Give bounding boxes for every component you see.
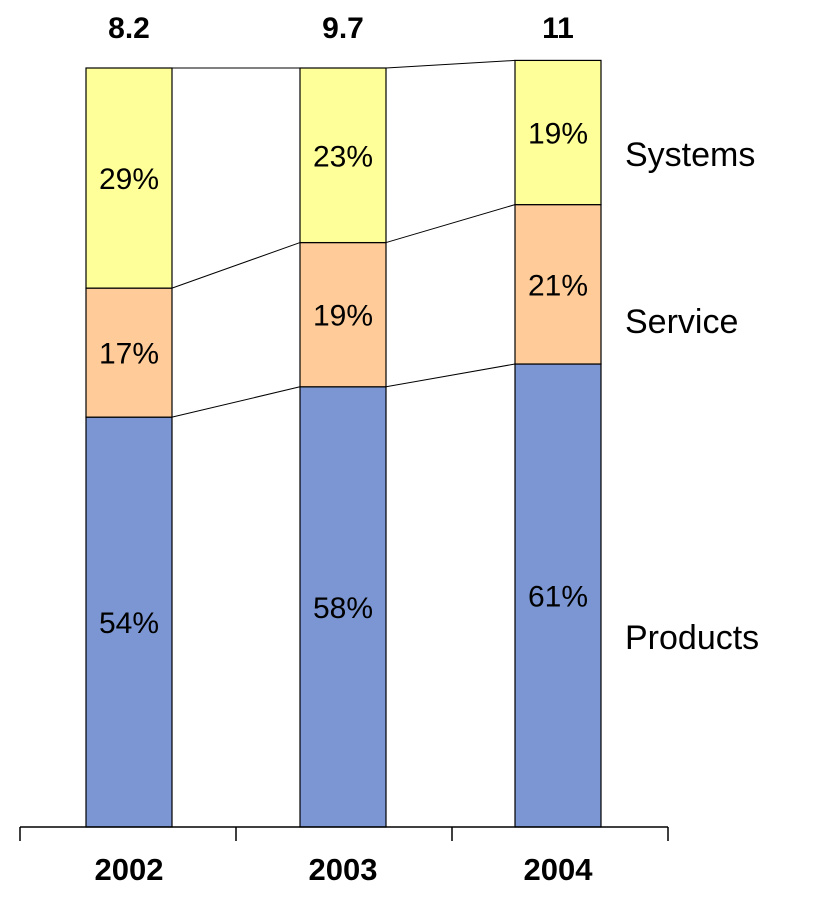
category-labels: 2002 2003 2004 xyxy=(95,852,594,887)
legend-label-service: Service xyxy=(625,303,738,341)
bar-segment-systems-2002 xyxy=(85,67,173,289)
legend: Products Service Systems xyxy=(625,136,759,657)
legend-label-products: Products xyxy=(625,619,759,657)
segment-label-products-2004: 61% xyxy=(528,581,588,614)
segment-labels: 54% 17% 29% 58% 19% 23% 61% 21% 19% xyxy=(99,118,588,641)
bar-segments xyxy=(85,59,602,828)
bar-segment-service-2002 xyxy=(85,287,173,418)
series-line-systems-2003 xyxy=(385,59,516,69)
bar-segment-systems-2004 xyxy=(514,59,602,206)
series-line-products-2002 xyxy=(171,386,301,418)
segment-label-systems-2004: 19% xyxy=(528,118,588,151)
segment-label-systems-2002: 29% xyxy=(99,163,159,196)
category-label-2002: 2002 xyxy=(95,852,164,887)
bar-segment-service-2004 xyxy=(514,204,602,365)
total-label-2004: 11 xyxy=(542,12,574,45)
series-line-products-2003 xyxy=(385,363,516,388)
segment-label-systems-2003: 23% xyxy=(313,140,373,173)
category-label-2004: 2004 xyxy=(524,852,594,887)
series-line-service-2003 xyxy=(385,204,516,244)
category-label-2003: 2003 xyxy=(309,852,378,887)
total-labels: 8.2 9.7 11 xyxy=(108,12,574,45)
segment-label-service-2003: 19% xyxy=(313,300,373,333)
bar-segment-products-2004 xyxy=(514,363,602,828)
bar-segment-systems-2003 xyxy=(299,67,387,244)
segment-label-service-2004: 21% xyxy=(528,269,588,302)
total-label-2002: 8.2 xyxy=(108,12,150,45)
segment-label-service-2002: 17% xyxy=(99,338,159,371)
series-connector-lines xyxy=(171,59,516,418)
total-label-2003: 9.7 xyxy=(322,12,364,45)
x-axis xyxy=(19,826,669,841)
series-line-service-2002 xyxy=(171,242,301,289)
segment-label-products-2003: 58% xyxy=(313,592,373,625)
legend-label-systems: Systems xyxy=(625,136,755,174)
segment-label-products-2002: 54% xyxy=(99,607,159,640)
bar-segment-service-2003 xyxy=(299,241,387,388)
